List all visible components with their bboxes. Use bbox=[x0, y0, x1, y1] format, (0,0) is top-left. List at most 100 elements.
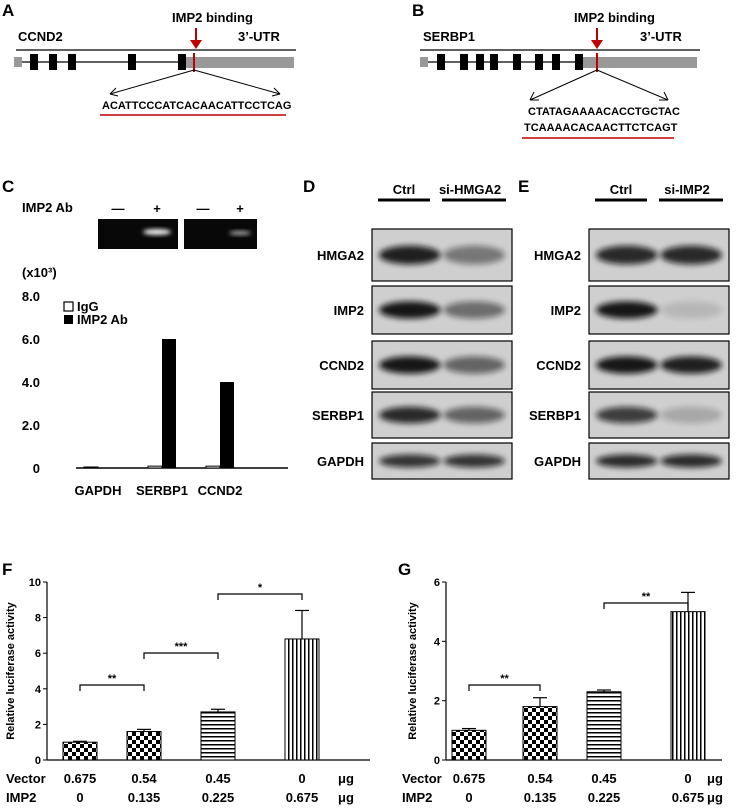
blot-row-label: GAPDH bbox=[534, 454, 581, 469]
lane-sign: — bbox=[112, 201, 125, 216]
bar-imp2-ab bbox=[162, 339, 176, 468]
condition-value: 0 bbox=[465, 790, 472, 805]
exon-1 bbox=[30, 54, 38, 70]
bar bbox=[200, 711, 236, 761]
legend-label-imp2-ab: IMP2 Ab bbox=[77, 312, 128, 327]
zoom-arrowhead-left bbox=[109, 87, 119, 97]
exon-6 bbox=[535, 54, 543, 70]
condition-row-name: Vector bbox=[6, 771, 46, 786]
utr3-block bbox=[583, 57, 697, 68]
condition-unit: μg bbox=[338, 771, 354, 786]
blot-band bbox=[379, 301, 441, 319]
condition-value: 0.45 bbox=[591, 771, 616, 786]
y-tick-label: 8.0 bbox=[22, 289, 40, 304]
condition-value: 0.675 bbox=[672, 790, 705, 805]
exon-4 bbox=[128, 54, 136, 70]
y-tick-label: 4 bbox=[434, 636, 441, 648]
condition-value: 0.135 bbox=[524, 790, 557, 805]
y-tick-label: 0 bbox=[33, 461, 40, 476]
blot-band bbox=[596, 245, 658, 265]
x-tick-label: GAPDH bbox=[75, 483, 122, 498]
binding-label: IMP2 binding bbox=[172, 10, 253, 25]
y-tick-label: 10 bbox=[29, 577, 41, 589]
exon-4 bbox=[490, 54, 498, 70]
bar-igg bbox=[83, 466, 99, 469]
y-tick-label: 2 bbox=[35, 719, 41, 731]
condition-value: 0 bbox=[76, 790, 83, 805]
blot-band bbox=[379, 406, 441, 424]
chart-c: (x10³) 0 2.0 4.0 6.0 8.0 GAPDH SERBP1 CCND2 IgGIM… bbox=[22, 265, 288, 498]
blot-row-label: HMGA2 bbox=[534, 248, 581, 263]
legend-swatch-imp2-ab bbox=[64, 315, 73, 324]
exon-8 bbox=[575, 54, 583, 70]
lane-sign: — bbox=[197, 201, 210, 216]
utr5-block bbox=[420, 57, 428, 67]
condition-unit: μg bbox=[707, 771, 723, 786]
blot-row-label: CCND2 bbox=[319, 358, 364, 373]
blot-band bbox=[596, 301, 658, 319]
y-axis-title: Relative luciferase activity bbox=[407, 601, 419, 739]
bar-imp2-ab bbox=[220, 382, 234, 468]
blot-band bbox=[596, 454, 658, 468]
significance-bracket bbox=[217, 593, 303, 600]
blot-band bbox=[660, 454, 722, 468]
binding-sequence-2: TCAAAACACAACTTCTCAGT bbox=[524, 122, 678, 134]
y-axis-title: Relative luciferase activity bbox=[5, 601, 17, 739]
western-blot-e: Ctrl si-IMP2 HMGA2 IMP2 CCND2 SERBP1 GAPDH bbox=[529, 182, 730, 480]
panel-e: E Ctrl si-IMP2 HMGA2 IMP2 CCND2 SERBP1 GAPDH bbox=[518, 177, 730, 480]
blot-band bbox=[443, 301, 506, 319]
zoom-line-right bbox=[596, 69, 669, 101]
panel-c: C IMP2 Ab — + — + (x10³) 0 2.0 4.0 6.0 8.0 GAP… bbox=[2, 177, 288, 498]
condition-value: 0.54 bbox=[131, 771, 157, 786]
blot-band bbox=[379, 454, 441, 468]
exon-3 bbox=[476, 54, 484, 70]
zoom-arrowhead-left bbox=[529, 91, 539, 101]
significance-bracket bbox=[143, 652, 219, 659]
zoom-line-left bbox=[529, 69, 598, 101]
blot-band bbox=[596, 356, 658, 374]
binding-sequence: ACATTCCCATCACAACATTCCTCAG bbox=[102, 100, 291, 112]
blot-band bbox=[660, 245, 722, 265]
binding-sequence-1: CTATAGAAAACACCTGCTAC bbox=[528, 106, 680, 118]
blot-row-label: GAPDH bbox=[317, 454, 364, 469]
bar bbox=[62, 741, 98, 761]
gene-name: CCND2 bbox=[18, 29, 63, 44]
exon-5 bbox=[513, 54, 521, 70]
zoom-arrowhead-right bbox=[659, 91, 669, 101]
blot-row-label: IMP2 bbox=[551, 303, 581, 318]
y-tick-label: 0 bbox=[434, 755, 440, 767]
y-tick-label: 8 bbox=[35, 613, 41, 625]
gel-band bbox=[143, 229, 171, 235]
condition-label: Ctrl bbox=[610, 182, 632, 197]
significance-label: ** bbox=[642, 591, 651, 603]
utr3-block bbox=[186, 57, 294, 68]
gel-band bbox=[229, 230, 251, 236]
condition-value: 0.675 bbox=[64, 771, 97, 786]
blot-band bbox=[596, 406, 658, 424]
utr-label: 3’-UTR bbox=[238, 29, 281, 44]
zoom-line-left bbox=[109, 69, 195, 95]
utr-label: 3’-UTR bbox=[640, 29, 683, 44]
bar bbox=[670, 611, 706, 761]
bar bbox=[451, 729, 487, 761]
significance-label: *** bbox=[175, 641, 189, 653]
bar bbox=[522, 706, 558, 761]
x-tick-label: SERBP1 bbox=[136, 483, 188, 498]
legend-swatch-igg bbox=[63, 301, 74, 312]
panel-a: A IMP2 binding CCND2 3’-UTR ACATTCCCATCA… bbox=[2, 1, 296, 116]
y-tick-label: 4.0 bbox=[22, 375, 40, 390]
bar bbox=[284, 638, 320, 761]
condition-value: 0.135 bbox=[128, 790, 161, 805]
exon-5 bbox=[178, 54, 186, 70]
bar-igg bbox=[147, 465, 163, 469]
exon-1 bbox=[437, 54, 445, 70]
blot-band bbox=[379, 245, 441, 265]
condition-row-name: Vector bbox=[402, 771, 442, 786]
ab-label: IMP2 Ab bbox=[22, 200, 73, 215]
y-tick-label: 6 bbox=[434, 577, 440, 589]
binding-arrowhead bbox=[190, 40, 202, 49]
panel-letter: E bbox=[518, 177, 529, 196]
y-tick-label: 2 bbox=[434, 696, 440, 708]
blot-row-label: SERBP1 bbox=[312, 408, 364, 423]
